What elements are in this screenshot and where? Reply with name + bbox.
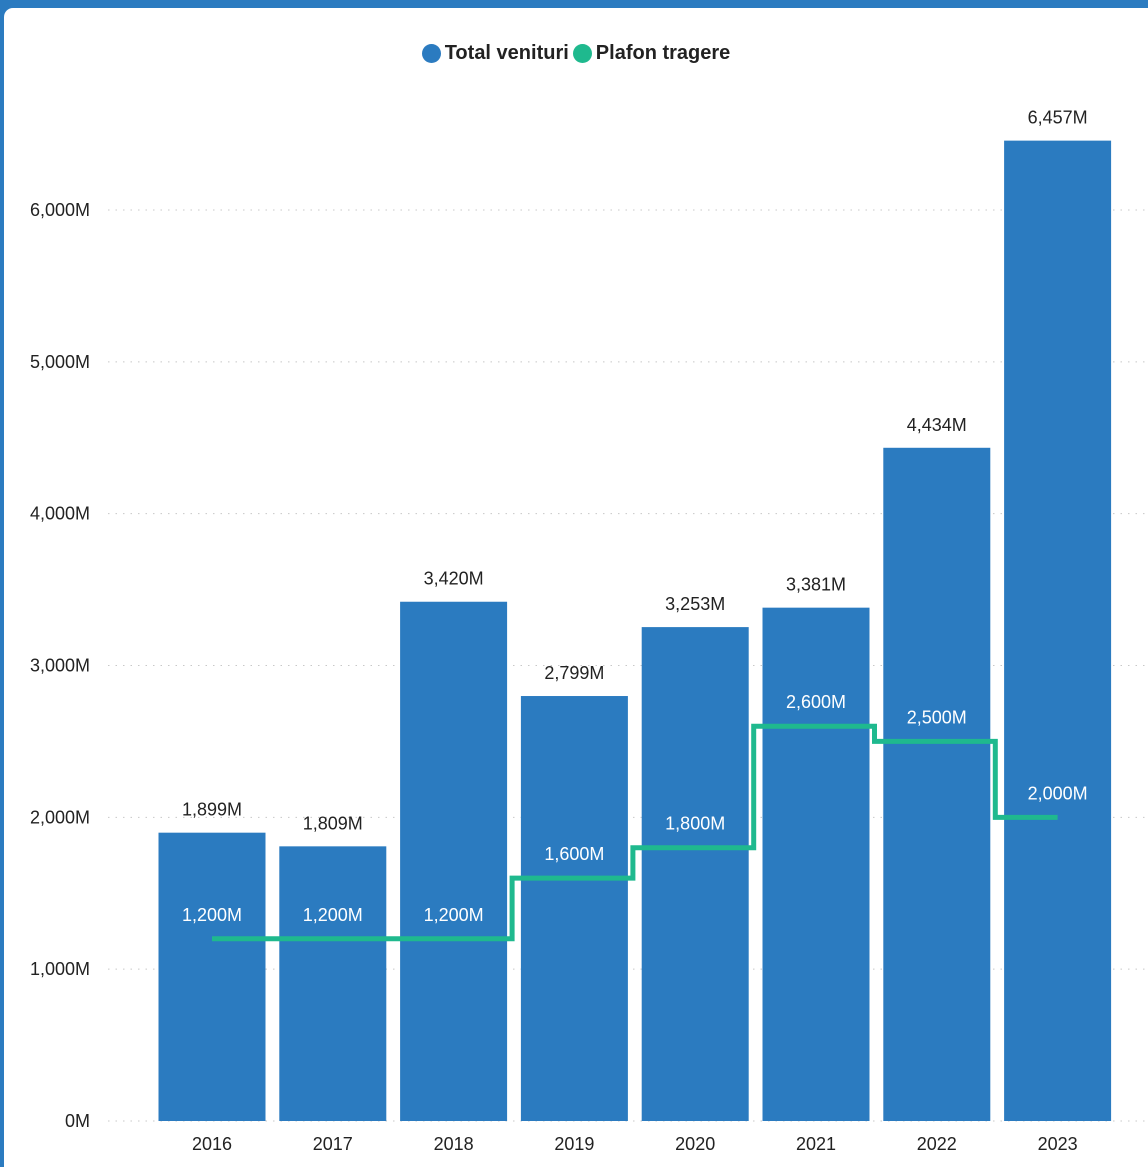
y-tick-label: 6,000M <box>30 200 90 220</box>
y-tick-label: 1,000M <box>30 959 90 979</box>
y-tick-label: 0M <box>65 1111 90 1131</box>
bar-data-label: 1,899M <box>182 800 242 820</box>
line-data-label: 2,600M <box>786 692 846 712</box>
x-tick-label: 2022 <box>917 1134 957 1154</box>
line-data-label: 1,800M <box>665 814 725 834</box>
x-tick-label: 2016 <box>192 1134 232 1154</box>
legend-label-plafon-tragere: Plafon tragere <box>595 42 731 64</box>
x-tick-label: 2019 <box>554 1134 594 1154</box>
bar <box>279 846 387 1121</box>
x-tick-label: 2023 <box>1038 1134 1078 1154</box>
bar <box>400 601 508 1121</box>
y-tick-label: 5,000M <box>30 352 90 372</box>
line-data-label: 2,000M <box>1028 783 1088 803</box>
y-tick-label: 3,000M <box>30 656 90 676</box>
bar <box>883 447 991 1121</box>
bar-data-label: 4,434M <box>907 415 967 435</box>
x-tick-label: 2018 <box>434 1134 474 1154</box>
step-line-plafon-tragere <box>212 723 1058 942</box>
bar-data-label: 6,457M <box>1028 108 1088 128</box>
line-data-label: 1,200M <box>182 905 242 925</box>
line-data-label: 1,600M <box>544 844 604 864</box>
x-tick-label: 2021 <box>796 1134 836 1154</box>
bar <box>1004 140 1112 1122</box>
bar <box>520 696 628 1121</box>
bar-data-label: 1,809M <box>303 813 363 833</box>
chart-card: Total venituri Plafon tragere 0M 1,000M 2,… <box>4 8 1148 1167</box>
line-data-label: 2,500M <box>907 707 967 727</box>
bar-data-label: 3,381M <box>786 575 846 595</box>
chart-plot: 0M 1,000M 2,000M 3,000M 4,000M 5,000M 6,000M 20… <box>30 108 1148 1154</box>
legend: Total venituri Plafon tragere <box>4 42 1148 65</box>
line-data-label: 1,200M <box>303 905 363 925</box>
y-tick-label: 2,000M <box>30 807 90 827</box>
legend-label-total-venituri: Total venituri <box>444 42 569 64</box>
bar-data-label: 3,420M <box>424 569 484 589</box>
x-tick-label: 2020 <box>675 1134 715 1154</box>
bar-data-label: 2,799M <box>544 663 604 683</box>
bar <box>641 627 749 1121</box>
legend-dot-total-venituri <box>421 44 441 63</box>
line-data-label: 1,200M <box>424 905 484 925</box>
bar-data-label: 3,253M <box>665 594 725 614</box>
x-tick-label: 2017 <box>313 1134 353 1154</box>
bar <box>158 832 266 1121</box>
y-tick-label: 4,000M <box>30 504 90 524</box>
legend-dot-plafon-tragere <box>572 44 592 63</box>
legend-item-total-venituri[interactable]: Total venituri <box>421 42 569 65</box>
legend-item-plafon-tragere[interactable]: Plafon tragere <box>572 42 731 65</box>
bar <box>762 607 870 1121</box>
